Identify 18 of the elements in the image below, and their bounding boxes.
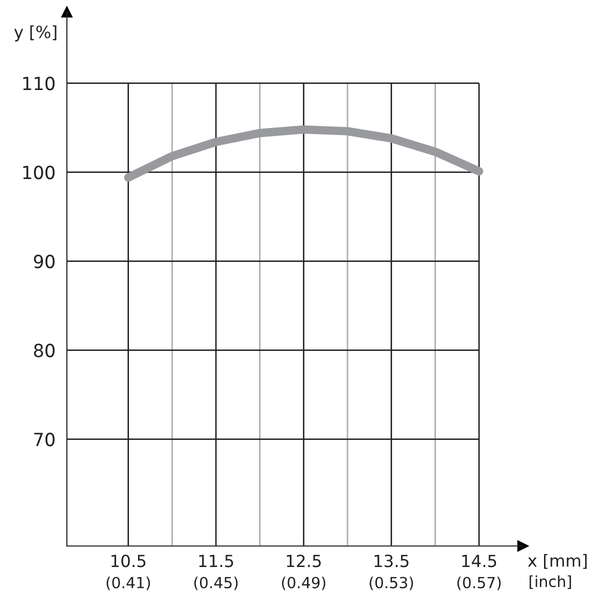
x-tick-label: 10.5 [112,554,146,568]
x2-tick-label: (0.57) [457,576,501,590]
x-tick-label: 14.5 [462,554,496,568]
x-axis-title: x [mm] [528,554,587,569]
y-tick-label: 90 [34,254,55,268]
x-tick-label: 11.5 [199,554,234,568]
y-tick-label: 70 [34,432,55,446]
x-tick-label: 12.5 [286,554,321,568]
x-tick-label: 13.5 [374,554,408,568]
x2-tick-label: (0.53) [370,576,413,590]
x2-tick-label: (0.45) [194,576,238,590]
y-tick-label: 80 [34,344,55,358]
x2-tick-label: (0.49) [282,576,326,590]
y-tick-label: 100 [23,166,55,180]
x2-tick-label: (0.41) [106,576,150,590]
y-tick-label: 110 [23,76,55,90]
x2-axis-title: [inch] [530,575,571,589]
y-axis-title: y [%] [14,25,56,42]
